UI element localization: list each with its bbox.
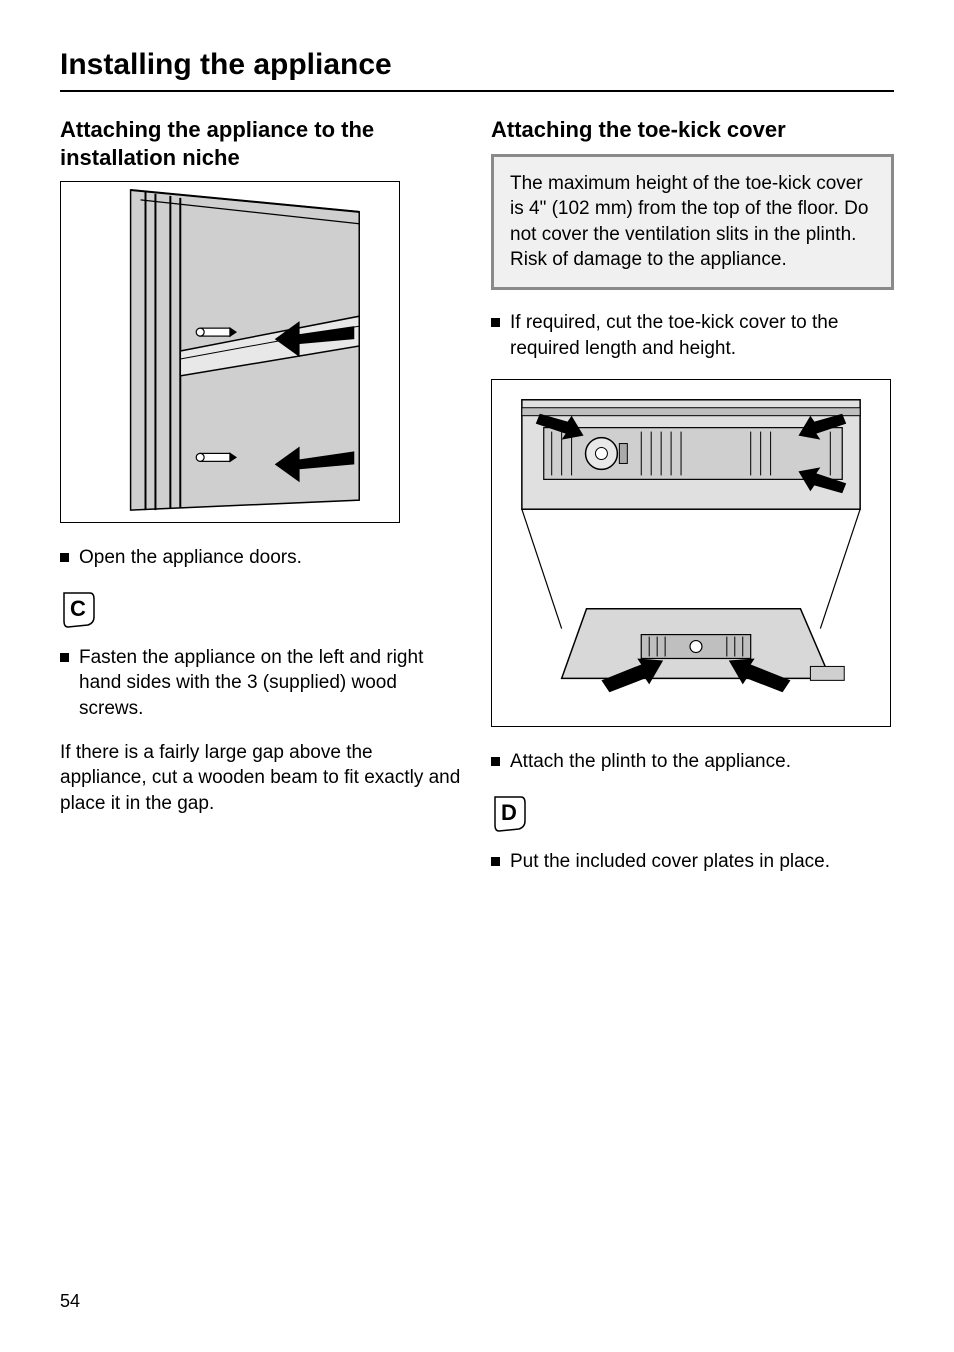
tag-d: D: [491, 793, 527, 833]
bullet-icon: [491, 757, 500, 766]
left-step-2-text: Fasten the appliance on the left and rig…: [79, 645, 463, 722]
niche-illustration: [61, 181, 399, 523]
right-step-3: Put the included cover plates in place.: [491, 849, 894, 875]
bullet-icon: [491, 857, 500, 866]
right-heading: Attaching the toe-kick cover: [491, 116, 894, 144]
figure-niche: [60, 181, 400, 523]
page-title: Installing the appliance: [60, 48, 894, 82]
figure-toekick: [491, 379, 891, 727]
right-step-3-text: Put the included cover plates in place.: [510, 849, 830, 875]
right-step-1: If required, cut the toe-kick cover to t…: [491, 310, 894, 361]
bullet-icon: [60, 653, 69, 662]
tag-c-icon: C: [60, 589, 96, 629]
right-step-1-text: If required, cut the toe-kick cover to t…: [510, 310, 894, 361]
bullet-icon: [60, 553, 69, 562]
title-rule: [60, 90, 894, 92]
right-column: Attaching the toe-kick cover The maximum…: [491, 116, 894, 893]
warning-callout: The maximum height of the toe-kick cover…: [491, 154, 894, 291]
right-step-2-text: Attach the plinth to the appliance.: [510, 749, 791, 775]
page-number: 54: [60, 1291, 80, 1312]
tag-c: C: [60, 589, 96, 629]
toekick-illustration: [492, 379, 890, 727]
bullet-icon: [491, 318, 500, 327]
left-step-1-text: Open the appliance doors.: [79, 545, 302, 571]
columns: Attaching the appliance to the installat…: [60, 116, 894, 893]
tag-d-icon: D: [491, 793, 527, 833]
left-step-2: Fasten the appliance on the left and rig…: [60, 645, 463, 722]
svg-text:D: D: [501, 800, 517, 825]
svg-text:C: C: [70, 596, 86, 621]
right-step-2: Attach the plinth to the appliance.: [491, 749, 894, 775]
left-column: Attaching the appliance to the installat…: [60, 116, 463, 893]
left-note: If there is a fairly large gap above the…: [60, 740, 463, 817]
left-step-1: Open the appliance doors.: [60, 545, 463, 571]
page-body: Installing the appliance Attaching the a…: [0, 0, 954, 933]
left-heading: Attaching the appliance to the installat…: [60, 116, 463, 171]
